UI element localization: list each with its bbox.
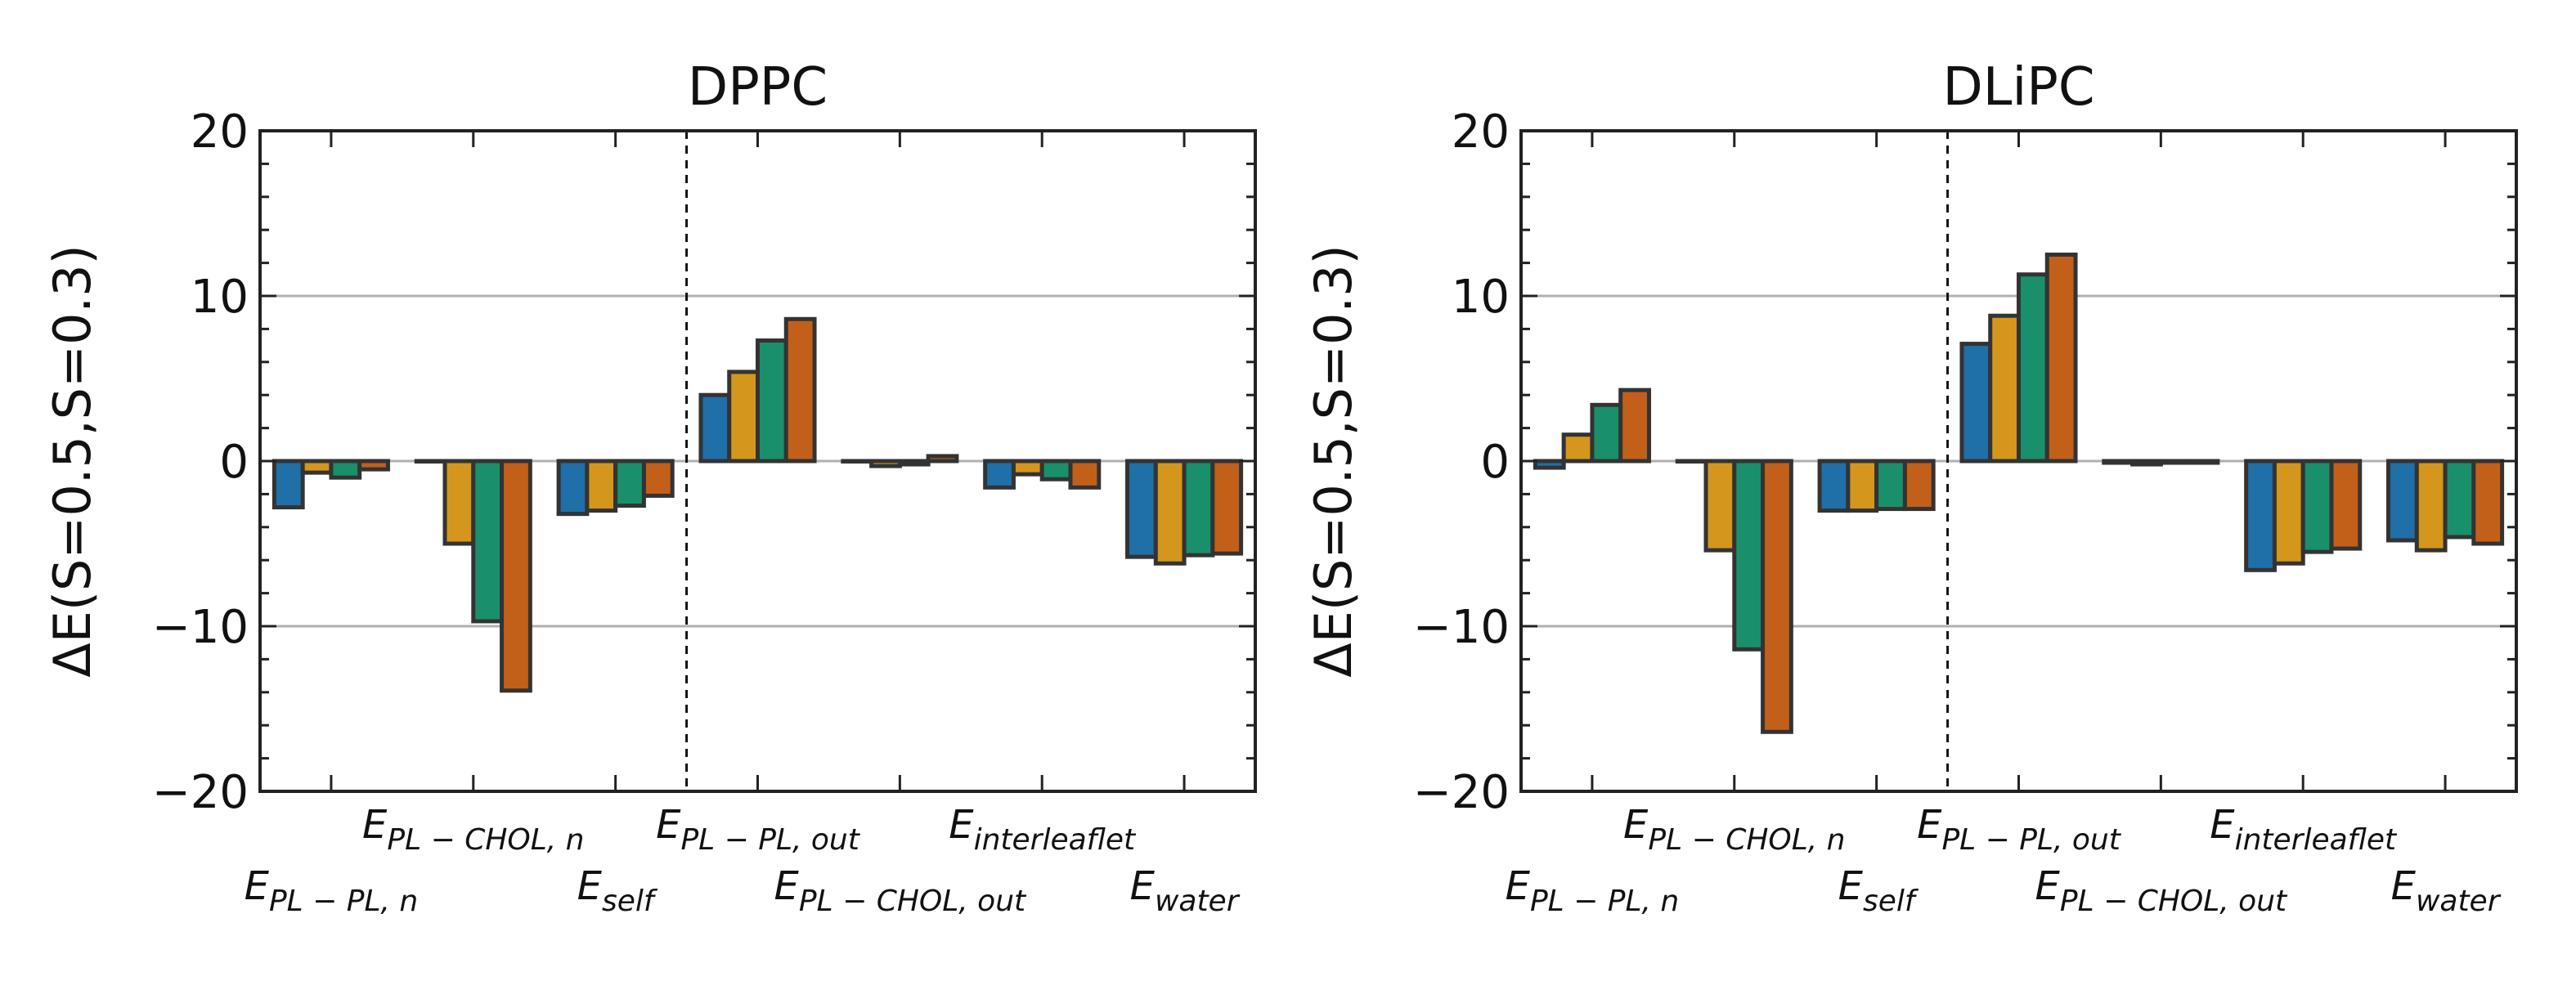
x-tick-label: EPL − PL, n [1506, 863, 1680, 918]
x-tick-label: Eself [1838, 863, 1919, 918]
bar-2-1-4 [1959, 342, 1993, 464]
x-tick-label: EPL − PL, out [656, 802, 861, 857]
x-tick-label: EPL − CHOL, n [1623, 802, 1845, 857]
bar-1-3-4 [756, 338, 788, 464]
y-tick-label: −20 [1413, 766, 1510, 819]
chart-panel-2: 20 10 0 −10 −20 DLiPC ΔE(S=0.5,S=0.3) EPL − PL,… [1304, 57, 2518, 918]
bar-1-3-2 [471, 459, 505, 624]
y-tick-label: −10 [1413, 601, 1510, 654]
x-tick-label: EPL − CHOL, out [774, 863, 1027, 918]
bar-2-3-3 [1874, 459, 1907, 512]
x-tick-label: EPL − PL, n [245, 863, 419, 918]
bar-2-2-5 [2130, 459, 2163, 467]
x-tick-label: EPL − CHOL, n [362, 802, 584, 857]
bar-2-3-4 [2017, 272, 2049, 464]
bar-1-3-1 [329, 459, 362, 480]
bar-1-3-7 [1182, 459, 1215, 558]
bar-2-3-1 [1590, 402, 1623, 464]
bar-1-4-4 [783, 316, 817, 464]
bar-1-1-4 [698, 392, 732, 464]
bar-1-1-6 [983, 459, 1016, 490]
y-tick-label: 10 [1452, 271, 1510, 324]
bar-2-2-4 [1988, 313, 2021, 464]
bar-1-2-1 [300, 459, 334, 475]
bar-1-4-2 [500, 459, 532, 693]
chart-title: DLiPC [1943, 57, 2095, 118]
bar-2-4-3 [1902, 459, 1936, 512]
x-tick-label: Einterleaflet [949, 802, 1137, 857]
x-tick-label: Ewater [1130, 863, 1241, 918]
bar-1-2-3 [585, 459, 618, 513]
bar-1-1-1 [272, 459, 305, 510]
bar-1-2-4 [727, 370, 761, 464]
bar-1-3-5 [897, 459, 931, 467]
x-tick-label: Ewater [2391, 863, 2502, 918]
y-tick-label: −20 [152, 766, 249, 819]
bar-1-4-3 [641, 459, 675, 498]
bar-1-3-6 [1039, 459, 1073, 482]
x-tick-label: EPL − CHOL, out [2035, 863, 2288, 918]
bar-1-1-7 [1125, 459, 1158, 559]
bar-2-1-5 [2102, 459, 2135, 465]
bar-1-4-1 [357, 459, 390, 472]
bar-2-4-5 [2187, 459, 2220, 465]
bar-2-4-7 [2471, 459, 2505, 546]
bar-2-2-3 [1846, 459, 1879, 513]
bar-1-3-3 [613, 459, 646, 508]
bar-2-4-4 [2044, 253, 2078, 464]
bar-2-4-1 [1618, 387, 1651, 464]
bar-1-1-5 [841, 459, 874, 464]
bar-2-4-2 [1761, 459, 1793, 734]
bar-1-2-7 [1153, 459, 1187, 566]
y-axis-label: ΔE(S=0.5,S=0.3) [1304, 244, 1363, 677]
bar-2-1-2 [1675, 459, 1708, 464]
y-tick-label: 20 [1452, 105, 1510, 159]
bar-2-3-7 [2443, 459, 2476, 540]
bar-2-4-6 [2329, 459, 2363, 551]
bar-1-4-5 [926, 454, 959, 464]
bar-1-4-6 [1068, 459, 1102, 490]
bar-1-2-2 [442, 459, 476, 546]
bar-1-2-6 [1011, 459, 1044, 477]
bar-1-2-5 [869, 459, 902, 468]
bar-2-2-7 [2414, 459, 2448, 553]
bar-2-2-2 [1703, 459, 1737, 553]
x-tick-label: Einterleaflet [2210, 802, 2398, 857]
y-tick-label: −10 [152, 601, 249, 654]
chart-panel-1: 20 10 0 −10 −20 DPPC ΔE(S=0.5,S=0.3) EPL − PL, … [43, 57, 1257, 918]
y-tick-label: 10 [191, 271, 249, 324]
x-tick-label: EPL − PL, out [1917, 802, 2122, 857]
y-tick-label: 0 [219, 436, 249, 489]
y-axis-label: ΔE(S=0.5,S=0.3) [43, 244, 102, 677]
y-tick-label: 0 [1480, 436, 1510, 489]
bar-1-1-2 [414, 459, 447, 464]
bar-2-3-6 [2300, 459, 2334, 554]
y-tick-label: 20 [191, 105, 249, 159]
bar-2-3-5 [2158, 459, 2192, 465]
bar-2-1-6 [2244, 459, 2277, 572]
bar-2-3-2 [1732, 459, 1766, 652]
x-tick-label: Eself [577, 863, 658, 918]
bar-2-1-7 [2386, 459, 2419, 543]
bar-2-2-6 [2272, 459, 2305, 566]
bar-1-4-7 [1210, 459, 1244, 556]
bar-1-1-3 [556, 459, 590, 517]
bar-2-2-1 [1561, 432, 1595, 464]
bar-2-1-3 [1817, 459, 1851, 513]
chart-title: DPPC [688, 57, 828, 118]
bar-2-1-1 [1533, 459, 1566, 470]
